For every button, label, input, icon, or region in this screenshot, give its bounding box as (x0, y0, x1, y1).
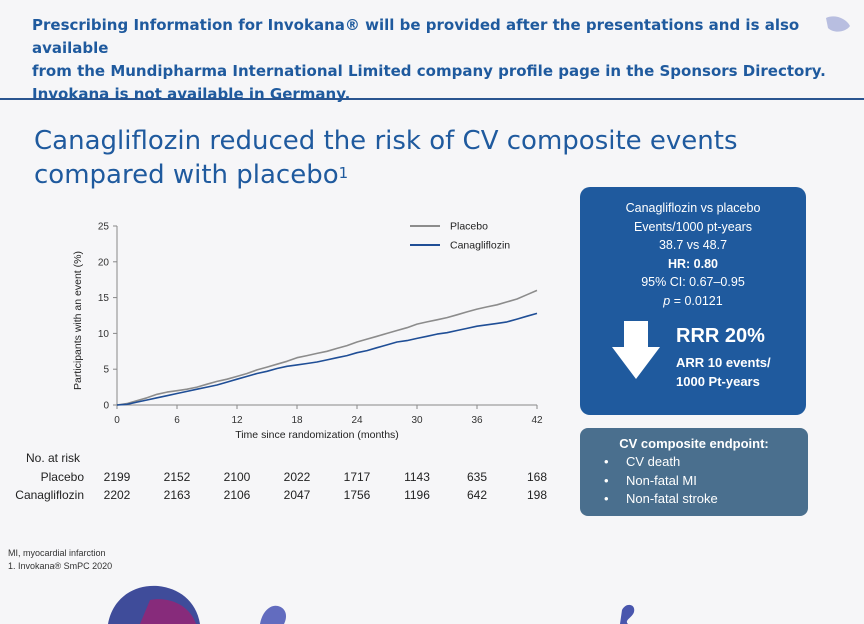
header-divider (0, 98, 864, 100)
risk-cell: 168 (526, 470, 548, 484)
risk-cell: 2199 (103, 470, 131, 484)
endpoint-item-nonfatal-mi: Non-fatal MI (604, 472, 808, 491)
series-line-canagliflozin (116, 312, 538, 406)
arrow-down-icon (612, 321, 660, 379)
risk-row-label: Placebo (40, 470, 84, 484)
risk-cell: 1717 (343, 470, 371, 484)
risk-table-header: No. at risk (26, 451, 81, 465)
x-tick-label: 18 (291, 415, 303, 426)
footnote-reference: 1. Invokana® SmPC 2020 (8, 561, 113, 571)
prescribing-info-banner: Prescribing Information for Invokana® wi… (32, 14, 842, 106)
stats-event-rates: 38.7 vs 48.7 (658, 238, 728, 252)
endpoint-box: CV composite endpoint: CV death Non-fata… (580, 428, 808, 516)
x-tick-label: 36 (471, 415, 483, 426)
stats-box: Canagliflozin vs placebo Events/1000 pt-… (580, 187, 806, 415)
y-axis-label: Participants with an event (%) (72, 251, 84, 390)
stats-text: Canagliflozin vs placebo Events/1000 pt-… (580, 199, 806, 310)
p-symbol: p (663, 293, 671, 308)
legend-label-placebo: Placebo (450, 221, 488, 233)
slide-title-line-2-text: compared with placebo (34, 160, 339, 190)
slide-title-line-1: Canagliflozin reduced the risk of CV com… (34, 126, 738, 156)
x-tick-label: 30 (411, 415, 423, 426)
x-tick-label: 6 (174, 415, 180, 426)
y-tick-label: 5 (103, 365, 109, 376)
x-tick-label: 42 (531, 415, 543, 426)
y-tick-label: 15 (98, 293, 110, 304)
risk-cell: 635 (466, 470, 488, 484)
endpoint-item-nonfatal-stroke: Non-fatal stroke (604, 490, 808, 509)
risk-row-label: Canagliflozin (15, 488, 84, 502)
risk-cell: 1196 (404, 488, 430, 502)
banner-line-1: Prescribing Information for Invokana® wi… (32, 16, 800, 57)
risk-cell: 2106 (223, 488, 251, 502)
stats-confidence-interval: 95% CI: 0.67–0.95 (641, 275, 745, 289)
footnotes: MI, myocardial infarction 1. Invokana® S… (8, 547, 112, 573)
arr-line-2: 1000 Pt-years (676, 374, 760, 389)
y-tick-label: 25 (98, 222, 110, 233)
relative-risk-reduction: RRR 20% (676, 325, 765, 347)
endpoint-item-cv-death: CV death (604, 453, 808, 472)
y-tick-label: 0 (103, 401, 109, 412)
p-value-number: = 0.0121 (670, 293, 723, 308)
slide-title: Canagliflozin reduced the risk of CV com… (34, 124, 754, 192)
risk-cell: 2022 (283, 470, 311, 484)
x-axis-label: Time since randomization (months) (235, 429, 399, 441)
risk-cell: 1143 (404, 470, 430, 484)
banner-line-2: from the Mundipharma International Limit… (32, 62, 826, 80)
risk-cell: 2100 (223, 470, 251, 484)
kaplan-meier-chart: 0 5 10 15 20 25 0 6 12 18 24 30 36 42 Time since rando… (72, 221, 543, 442)
stats-p-value: p = 0.0121 (580, 292, 806, 311)
footnote-abbreviation: MI, myocardial infarction (8, 548, 106, 558)
stats-comparison: Canagliflozin vs placebo (625, 201, 761, 215)
arr-line-1: ARR 10 events/ (676, 355, 771, 370)
absolute-risk-reduction: ARR 10 events/ 1000 Pt-years (676, 353, 806, 391)
slide-title-line-2: compared with placebo1 (34, 158, 754, 192)
series-line-placebo (116, 289, 538, 406)
stats-hazard-ratio: HR: 0.80 (667, 256, 719, 271)
banner-line-3: Invokana is not available in Germany. (32, 85, 351, 103)
x-tick-label: 0 (114, 415, 120, 426)
endpoint-title: CV composite endpoint: (619, 436, 769, 451)
x-tick-label: 24 (351, 415, 363, 426)
slide-title-reference: 1 (338, 164, 349, 182)
risk-cell: 2202 (103, 488, 131, 502)
risk-cell: 1756 (343, 488, 371, 502)
risk-cell: 2152 (163, 470, 191, 484)
y-tick-label: 20 (98, 257, 110, 268)
risk-cell: 642 (466, 488, 488, 502)
x-tick-label: 12 (231, 415, 243, 426)
risk-cell: 198 (526, 488, 548, 502)
risk-cell: 2163 (163, 488, 191, 502)
y-tick-label: 10 (98, 329, 110, 340)
endpoint-list: CV death Non-fatal MI Non-fatal stroke (580, 453, 808, 509)
risk-cell: 2047 (283, 488, 311, 502)
legend-label-canagliflozin: Canagliflozin (450, 240, 510, 252)
stats-event-rate-label: Events/1000 pt-years (633, 219, 753, 234)
